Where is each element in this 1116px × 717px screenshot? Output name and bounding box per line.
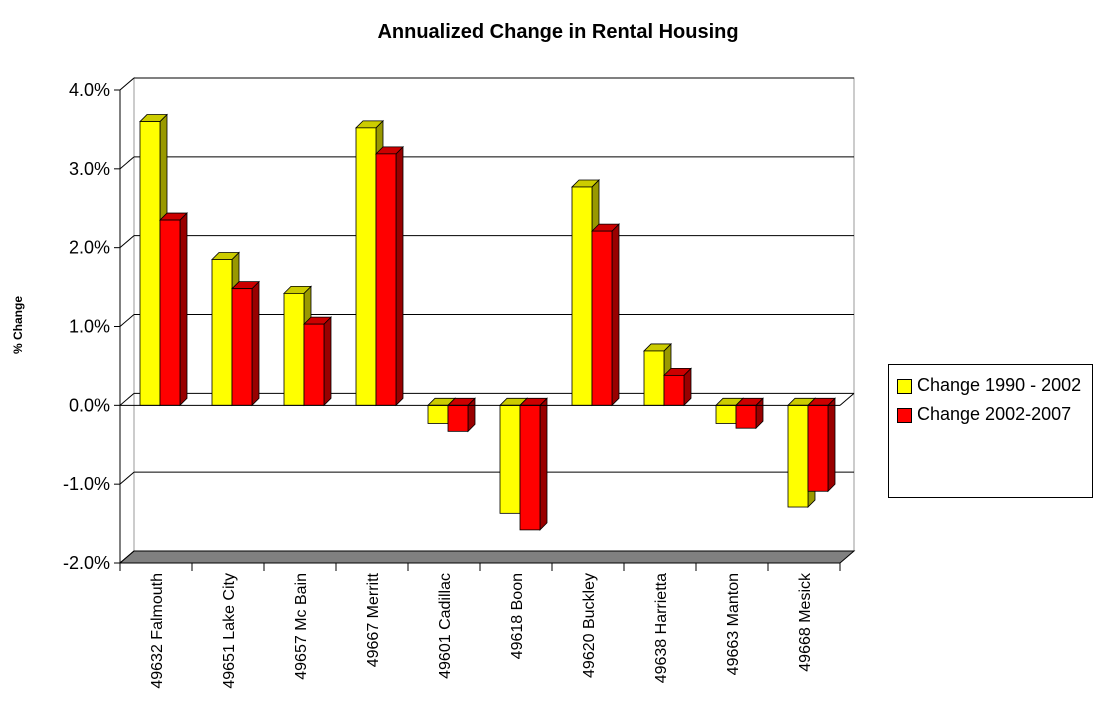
bar	[807, 404, 829, 492]
bar	[643, 350, 665, 406]
x-tick-label: 49632 Falmouth	[149, 573, 166, 689]
legend-item: Change 1990 - 2002	[897, 375, 1084, 396]
bar	[355, 127, 377, 406]
bar	[591, 230, 613, 406]
x-tick-label: 49601 Cadillac	[437, 573, 454, 679]
bar-side	[611, 223, 620, 407]
bar	[735, 404, 757, 429]
y-axis-label: % Change	[11, 296, 25, 354]
bar	[499, 404, 521, 514]
bar-side	[251, 280, 260, 407]
x-tick-label: 49620 Buckley	[581, 573, 598, 678]
y-tick-label: 2.0%	[69, 238, 110, 258]
grid-line	[119, 392, 135, 406]
bar	[303, 323, 325, 406]
legend-swatch	[897, 408, 912, 423]
bar-side	[395, 145, 404, 407]
legend-label: Change 2002-2007	[917, 404, 1072, 424]
bar	[663, 374, 685, 406]
bar	[787, 404, 809, 508]
y-tick-label: -1.0%	[63, 474, 110, 494]
bar	[139, 121, 161, 406]
grid-line	[119, 550, 135, 564]
x-tick-label: 49638 Harrietta	[653, 573, 670, 683]
legend-label: Change 1990 - 2002	[917, 375, 1082, 395]
grid-line	[119, 471, 135, 485]
y-tick-label: 1.0%	[69, 317, 110, 337]
bar	[159, 219, 181, 406]
y-tick-label: -2.0%	[63, 553, 110, 573]
floor	[118, 550, 856, 564]
grid-line	[119, 156, 135, 170]
bar	[447, 404, 469, 432]
grid-line	[119, 235, 135, 249]
bar-side	[323, 316, 332, 407]
bar	[375, 153, 397, 406]
legend: Change 1990 - 2002 Change 2002-2007	[888, 364, 1093, 498]
x-tick-label: 49651 Lake City	[221, 573, 238, 689]
bar	[571, 186, 593, 406]
x-tick-label: 49663 Manton	[725, 573, 742, 675]
y-tick-label: 0.0%	[69, 395, 110, 415]
bar-side	[539, 397, 548, 531]
grid-line	[119, 314, 135, 327]
bar	[519, 404, 541, 531]
zero-line	[839, 392, 855, 406]
bar	[211, 259, 233, 406]
x-tick-label: 49667 Merritt	[365, 572, 382, 667]
bar	[283, 292, 305, 406]
grid-line	[119, 77, 135, 91]
x-tick-label: 49657 Mc Bain	[293, 573, 310, 680]
legend-item: Change 2002-2007	[897, 404, 1084, 425]
legend-swatch	[897, 379, 912, 394]
y-tick-label: 3.0%	[69, 159, 110, 179]
bar-side	[179, 212, 188, 407]
bar-side	[827, 397, 836, 493]
bar	[231, 288, 253, 406]
x-tick-label: 49618 Boon	[509, 573, 526, 659]
y-tick-label: 4.0%	[69, 80, 110, 100]
bar	[427, 404, 449, 424]
chart-title: Annualized Change in Rental Housing	[377, 21, 738, 43]
x-tick-label: 49668 Mesick	[797, 572, 814, 672]
bar	[715, 404, 737, 424]
